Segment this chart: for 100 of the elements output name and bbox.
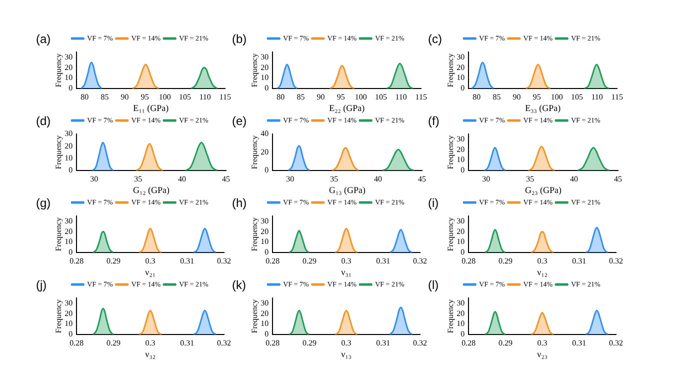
y-tick-label: 10 [260,319,269,328]
y-tick-label: 40 [260,129,269,138]
y-tick-label: 30 [456,298,465,308]
y-tick-label: 10 [456,73,465,82]
x-tick-label: 0.31 [572,338,586,348]
x-tick-label: 30 [482,174,490,184]
x-tick-label: 95 [532,92,541,102]
y-axis-title: Frequency [250,135,259,170]
x-tick-label: 40 [178,174,186,184]
x-tick-label: 30 [286,174,294,184]
y-axis-title: Frequency [54,53,63,88]
chart-title: (d) [36,114,51,128]
y-axis-title: Frequency [54,217,63,252]
y-tick-label: 30 [64,298,73,308]
x-tick-label: 35 [526,174,534,184]
y-tick-label: 0 [264,330,269,339]
y-tick-label: 10 [64,73,73,82]
y-tick-label: 10 [456,155,465,164]
y-axis-title: Frequency [446,299,455,334]
y-axis-title: Frequency [250,217,259,252]
y-tick-label: 20 [456,144,465,154]
y-tick-label: 20 [64,226,73,236]
y-tick-label: 10 [456,319,465,328]
y-tick-label: 0 [460,248,465,257]
x-tick-label: 95 [336,92,345,102]
x-tick-label: 110 [395,92,407,102]
x-tick-label: 90 [512,92,521,102]
y-tick-label: 0 [460,330,465,339]
x-tick-label: 45 [614,174,622,184]
x-tick-label: 0.31 [572,256,586,266]
chart-title: (i) [428,196,439,210]
x-tick-label: 85 [296,92,305,102]
x-tick-label: 0.3 [341,338,352,348]
x-axis-title: G₁₃ (GPa) [329,184,366,195]
x-tick-label: 100 [550,92,563,102]
chart-title: (k) [232,278,246,292]
x-tick-label: 0.28 [70,338,84,348]
x-tick-label: 45 [418,174,426,184]
x-axis-title: E₂₂ (GPa) [329,102,365,113]
x-tick-label: 0.32 [609,338,623,348]
x-tick-label: 0.31 [180,338,194,348]
x-tick-label: 90 [120,92,129,102]
x-tick-label: 0.28 [266,338,280,348]
y-tick-label: 20 [64,62,73,72]
x-tick-label: 95 [140,92,149,102]
y-tick-label: 20 [260,62,269,72]
x-tick-label: 0.3 [537,338,548,348]
chart-title: (b) [232,32,247,46]
x-tick-label: 0.29 [302,256,316,266]
y-axis-title: Frequency [446,135,455,170]
chart-title: (a) [36,32,51,46]
x-axis-title: ν₁₂ [537,266,548,277]
x-tick-label: 100 [354,92,367,102]
x-tick-label: 0.29 [106,338,120,348]
y-tick-label: 30 [456,52,465,62]
y-axis-title: Frequency [250,53,259,88]
x-tick-label: 35 [134,174,142,184]
x-tick-label: 0.3 [145,256,156,266]
y-tick-label: 10 [260,73,269,82]
chart-title: (c) [428,32,442,46]
x-tick-label: 80 [472,92,481,102]
y-axis-title: Frequency [54,299,63,334]
x-tick-label: 80 [276,92,285,102]
y-tick-label: 10 [64,319,73,328]
y-tick-label: 0 [460,84,465,93]
x-tick-label: 35 [330,174,338,184]
x-tick-label: 0.3 [341,256,352,266]
y-tick-label: 0 [68,330,73,339]
x-tick-label: 115 [415,92,427,102]
x-axis-title: G₁₂ (GPa) [133,184,170,195]
x-tick-label: 40 [374,174,382,184]
x-tick-label: 0.3 [537,256,548,266]
chart-title: (l) [428,278,439,292]
x-axis-title: ν₂₁ [145,266,156,277]
x-tick-label: 90 [316,92,325,102]
x-tick-label: 0.31 [376,256,390,266]
x-tick-label: 115 [219,92,231,102]
x-tick-label: 45 [222,174,230,184]
y-tick-label: 0 [264,84,269,93]
y-axis-title: Frequency [446,217,455,252]
y-tick-label: 30 [456,134,465,144]
x-axis-title: E₁₁ (GPa) [133,102,169,113]
x-tick-label: 80 [80,92,89,102]
y-tick-label: 30 [64,129,73,138]
x-tick-label: 0.29 [106,256,120,266]
y-axis-title: Frequency [446,53,455,88]
y-tick-label: 20 [260,147,269,156]
x-tick-label: 0.28 [462,256,476,266]
x-tick-label: 0.29 [302,338,316,348]
y-tick-label: 30 [64,216,73,226]
x-axis-title: E₃₃ (GPa) [525,102,561,113]
y-tick-label: 20 [64,308,73,318]
chart-title: (f) [428,114,440,128]
x-tick-label: 100 [158,92,171,102]
x-axis-title: ν₂₃ [537,348,548,359]
x-tick-label: 0.32 [217,338,231,348]
x-tick-label: 0.29 [498,338,512,348]
y-axis-title: Frequency [54,135,63,170]
y-tick-label: 20 [64,141,73,150]
x-tick-label: 105 [375,92,387,102]
